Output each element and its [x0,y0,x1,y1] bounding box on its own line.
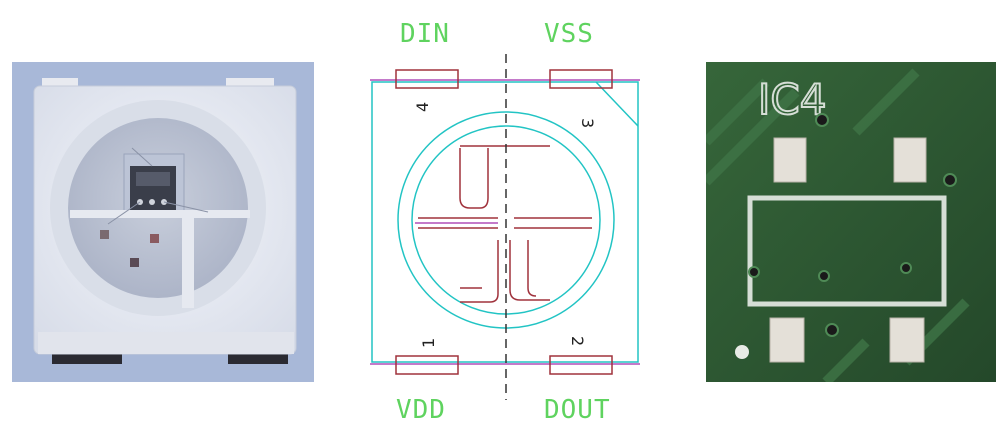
footprint-drawing: DIN VSS VDD DOUT 4 3 1 2 [360,8,650,426]
pin-label-vss: VSS [544,19,594,49]
silkscreen-label: IC4 [758,75,826,124]
pcb-footprint-photo: IC4 [706,62,996,382]
pad-1 [395,355,459,375]
pin-number-4: 4 [413,102,432,112]
pin-label-dout: DOUT [544,395,611,425]
package-outline [371,81,639,363]
pin-number-3: 3 [578,118,597,128]
pcb-pad [769,317,805,363]
pin-number-2: 2 [568,336,587,346]
led-package-photo [12,62,314,382]
pad-2 [549,355,613,375]
pcb-board [706,62,996,382]
pcb-pad [889,317,925,363]
pin-label-vdd: VDD [396,395,446,425]
pin-number-1: 1 [419,338,438,348]
lead-frame [418,145,592,303]
pad-3 [549,69,613,89]
pcb-pad [773,137,807,183]
pin-label-din: DIN [400,19,450,49]
pcb-pad [893,137,927,183]
pad-4 [395,69,459,89]
silkscreen-outline [747,195,947,307]
fiducial-dot [735,345,749,359]
led-package-drawing [12,62,314,382]
led-die [130,258,139,267]
